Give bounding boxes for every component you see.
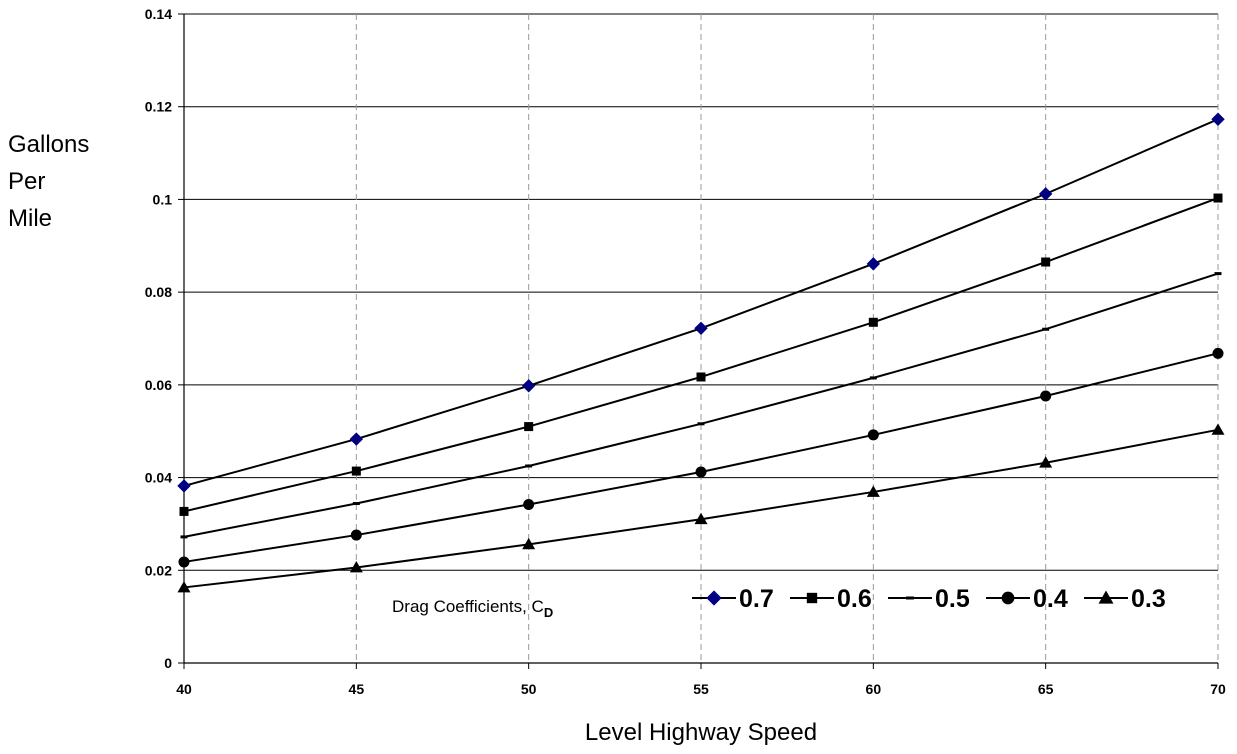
data-point-0.3 <box>177 580 191 593</box>
grid <box>184 13 1219 663</box>
data-point-0.4 <box>1212 347 1224 359</box>
y-tick-label: 0.12 <box>145 99 172 115</box>
data-point-0.3 <box>866 485 880 497</box>
data-point-0.6 <box>179 506 189 516</box>
data-point-0.6 <box>524 422 534 432</box>
legend-label-0.7: 0.7 <box>739 585 774 613</box>
y-tick-label: 0.1 <box>153 191 173 207</box>
data-point-0.7 <box>694 321 708 336</box>
data-point-0.3 <box>522 537 536 550</box>
data-point-0.4 <box>867 429 879 441</box>
series-0.5 <box>180 272 1222 539</box>
y-tick-label: 0.04 <box>145 470 172 486</box>
series-0.3 <box>177 423 1225 593</box>
axes: 0 0.02 0.04 0.06 0.08 0.1 0.12 0.14 40 45 50 55 60 65… <box>145 6 1226 697</box>
legend-label-0.3: 0.3 <box>1131 585 1166 613</box>
legend-item-0.6: 0.6 <box>790 585 872 613</box>
series-0.6 <box>179 193 1223 516</box>
data-point-0.3 <box>1039 456 1053 468</box>
y-tick-label: 0.08 <box>145 284 172 300</box>
data-point-0.3 <box>694 512 708 525</box>
x-tick-label: 70 <box>1210 681 1226 697</box>
x-tick-label: 40 <box>176 681 192 697</box>
y-tick-label: 0.06 <box>145 377 172 393</box>
legend-marker-0.7 <box>706 590 722 606</box>
x-tick-label: 45 <box>349 681 365 697</box>
x-tick-label: 55 <box>693 681 709 697</box>
drag-coefficient-note: Drag Coefficients, CD <box>392 597 553 620</box>
legend-label-0.4: 0.4 <box>1033 585 1068 613</box>
y-tick-label: 0.02 <box>145 562 172 578</box>
data-point-0.7 <box>866 257 881 271</box>
legend-marker-0.6 <box>806 592 818 604</box>
series-layer <box>177 112 1225 593</box>
series-0.7 <box>177 112 1225 493</box>
legend-label-0.5: 0.5 <box>935 585 970 613</box>
y-axis-title-line-2: Per <box>8 168 45 195</box>
data-point-0.3 <box>1211 423 1225 435</box>
data-point-0.7 <box>1211 112 1225 126</box>
data-point-0.6 <box>696 372 706 382</box>
y-axis-title-line-1: Gallons <box>8 131 89 158</box>
data-point-0.4 <box>350 529 362 541</box>
data-point-0.6 <box>351 466 361 476</box>
legend: 0.7 0.6 0.5 0.4 0.3 <box>692 585 1166 613</box>
legend-marker-0.3 <box>1098 590 1114 604</box>
y-tick-label: 0.14 <box>145 6 172 22</box>
data-point-0.4 <box>178 556 190 568</box>
data-point-0.4 <box>695 466 707 478</box>
data-point-0.4 <box>1040 390 1052 402</box>
series-0.4 <box>178 347 1224 568</box>
data-point-0.4 <box>523 498 535 510</box>
x-axis-title: Level Highway Speed <box>585 719 817 746</box>
y-tick-label: 0 <box>164 655 172 671</box>
data-point-0.6 <box>1041 257 1051 267</box>
legend-marker-0.4 <box>1001 591 1015 605</box>
x-tick-label: 65 <box>1038 681 1054 697</box>
legend-item-0.4: 0.4 <box>986 585 1068 613</box>
data-point-0.3 <box>349 561 363 573</box>
y-axis-title-line-3: Mile <box>8 205 52 232</box>
data-point-0.7 <box>1038 187 1053 201</box>
data-point-0.7 <box>349 432 364 446</box>
drag-coefficient-subscript: D <box>544 605 553 620</box>
drag-coefficient-note-text: Drag Coefficients, C <box>392 597 544 616</box>
legend-label-0.6: 0.6 <box>837 585 872 613</box>
y-axis-title: Gallons Per Mile <box>8 131 89 232</box>
legend-item-0.7: 0.7 <box>692 585 774 613</box>
x-tick-label: 60 <box>866 681 882 697</box>
legend-item-0.3: 0.3 <box>1084 585 1166 613</box>
data-point-0.6 <box>1213 193 1223 203</box>
data-point-0.7 <box>521 379 536 393</box>
data-point-0.7 <box>177 479 191 493</box>
data-point-0.6 <box>868 317 878 327</box>
x-tick-label: 50 <box>521 681 537 697</box>
legend-item-0.5: 0.5 <box>888 585 970 613</box>
